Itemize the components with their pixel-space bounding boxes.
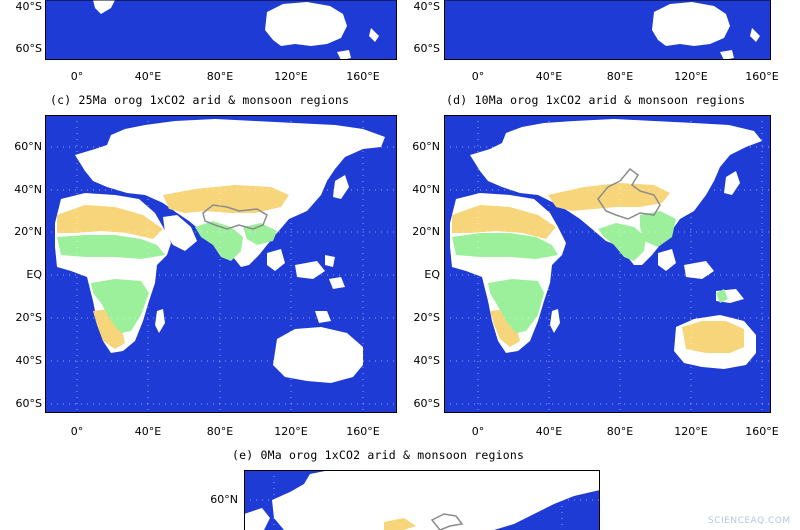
panel-d-xtick-80e: 80°E — [606, 425, 634, 438]
panel-c-map — [45, 115, 397, 413]
panel-c-xtick-40e: 40°E — [134, 425, 162, 438]
panel-b-xtick-80e: 80°E — [606, 70, 634, 83]
panel-e-ytick-60n: 60°N — [210, 493, 238, 506]
panel-b-ytick-40s: 40°S — [413, 0, 440, 13]
panel-c-ytick-40n: 40°N — [14, 183, 42, 196]
panel-d-xtick-40e: 40°E — [535, 425, 563, 438]
panel-e-title: (e) 0Ma orog 1xCO2 arid & monsoon region… — [232, 448, 525, 462]
panel-b-xtick-120e: 120°E — [674, 70, 708, 83]
panel-b-ytick-60s: 60°S — [413, 42, 440, 55]
panel-d-ytick-20s: 20°S — [413, 311, 440, 324]
panel-d-ytick-40n: 40°N — [412, 183, 440, 196]
panel-e-map — [244, 470, 600, 530]
panel-b-xtick-160e: 160°E — [745, 70, 779, 83]
panel-c-title: (c) 25Ma orog 1xCO2 arid & monsoon regio… — [50, 93, 350, 107]
panel-c-ytick-eq: EQ — [26, 268, 42, 281]
panel-d-title: (d) 10Ma orog 1xCO2 arid & monsoon regio… — [446, 93, 746, 107]
panel-a-xtick-0: 0° — [70, 70, 84, 83]
panel-a-ytick-60s: 60°S — [15, 42, 42, 55]
panel-d-map — [444, 115, 771, 413]
panel-b-xtick-0: 0° — [471, 70, 485, 83]
panel-b-xtick-40e: 40°E — [535, 70, 563, 83]
panel-c-ytick-20s: 20°S — [15, 311, 42, 324]
panel-d-xtick-120e: 120°E — [674, 425, 708, 438]
panel-d-ytick-eq: EQ — [424, 268, 440, 281]
panel-d-xtick-0: 0° — [471, 425, 485, 438]
panel-c-xtick-80e: 80°E — [206, 425, 234, 438]
panel-a-xtick-160e: 160°E — [346, 70, 380, 83]
panel-d-ytick-60s: 60°S — [413, 397, 440, 410]
watermark-text: SCIENCEAQ.COM — [708, 516, 791, 526]
panel-d-xtick-160e: 160°E — [745, 425, 779, 438]
panel-c-xtick-160e: 160°E — [346, 425, 380, 438]
panel-d-ytick-60n: 60°N — [412, 140, 440, 153]
panel-c-ytick-20n: 20°N — [14, 225, 42, 238]
panel-a-xtick-40e: 40°E — [134, 70, 162, 83]
panel-c-ytick-40s: 40°S — [15, 354, 42, 367]
panel-c-xtick-120e: 120°E — [274, 425, 308, 438]
panel-c-ytick-60n: 60°N — [14, 140, 42, 153]
panel-a-map — [45, 0, 397, 60]
panel-c-xtick-0: 0° — [70, 425, 84, 438]
panel-d-ytick-20n: 20°N — [412, 225, 440, 238]
panel-c-ytick-60s: 60°S — [15, 397, 42, 410]
panel-d-ytick-40s: 40°S — [413, 354, 440, 367]
panel-b-map — [444, 0, 771, 60]
panel-a-xtick-80e: 80°E — [206, 70, 234, 83]
panel-a-ytick-40s: 40°S — [15, 0, 42, 13]
panel-a-xtick-120e: 120°E — [274, 70, 308, 83]
